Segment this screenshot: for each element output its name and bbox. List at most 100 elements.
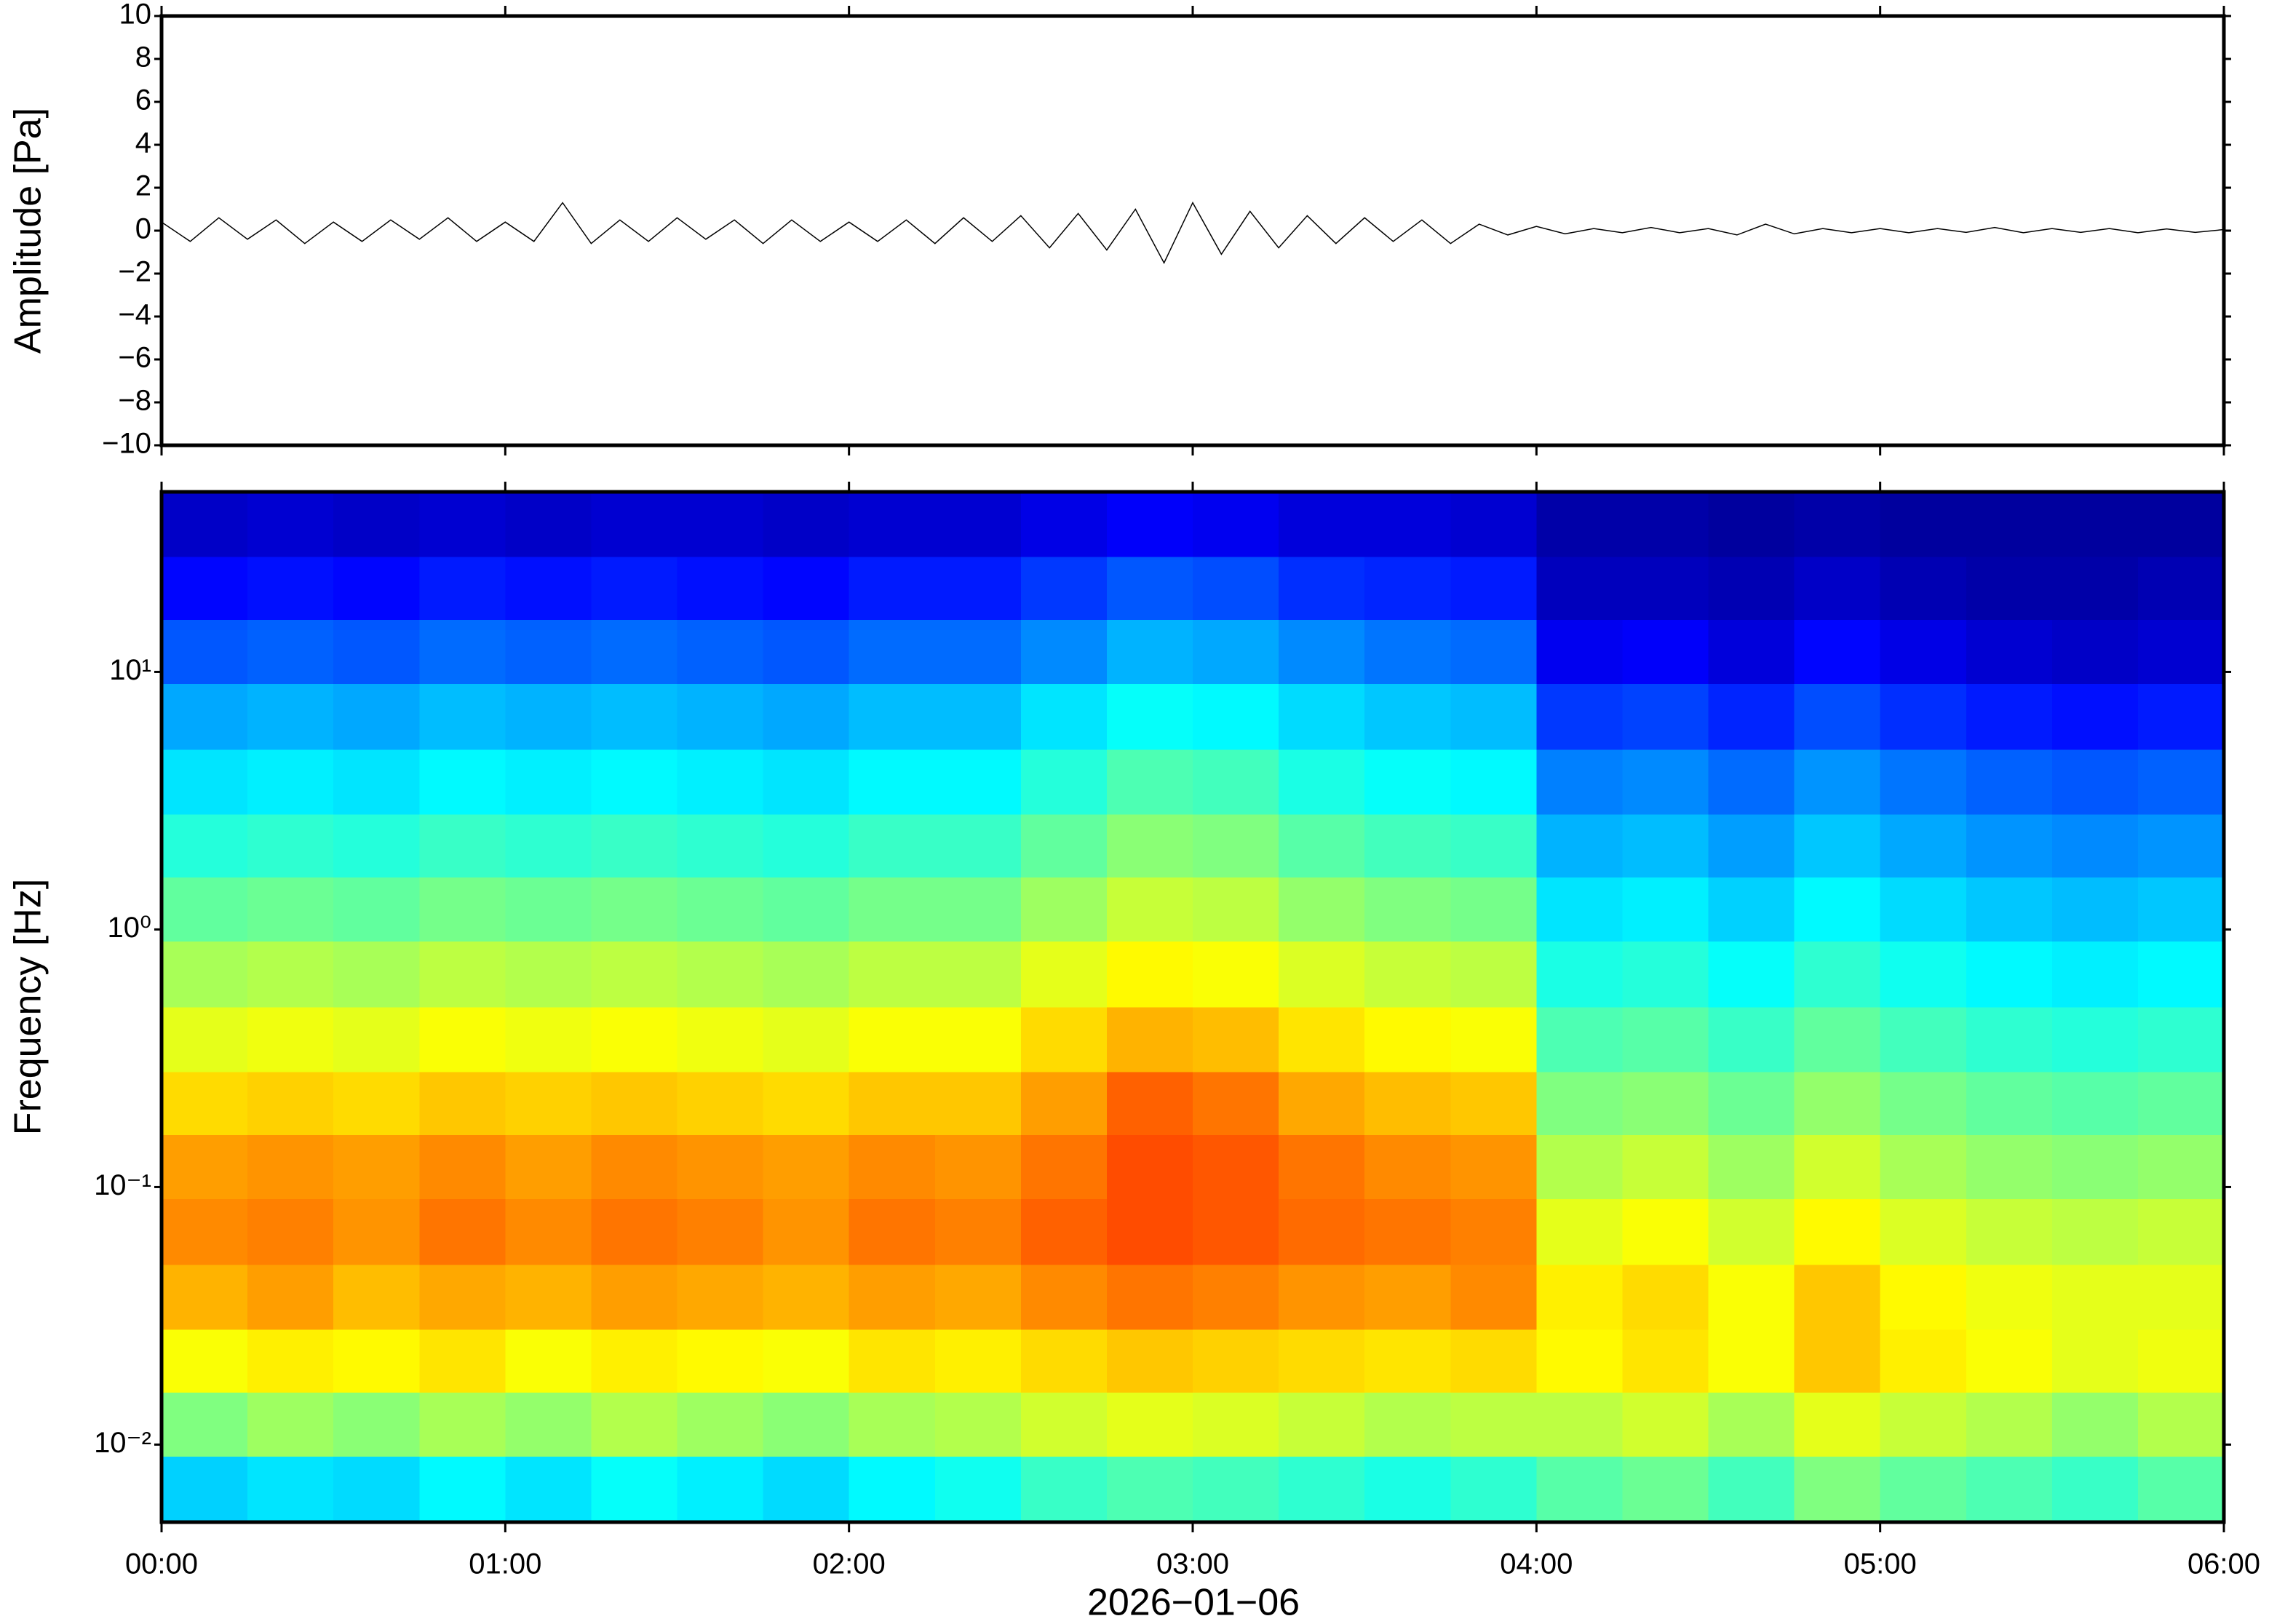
x-tick-label: 06:00 [2187,1548,2260,1580]
spectrogram-cell [1106,1392,1193,1457]
spectrogram-cell [1020,492,1108,557]
spectrogram-cell [1106,492,1193,557]
spectrogram-cell [1880,619,1967,685]
spectrogram-cell [1966,557,2053,620]
spectrogram-cell [1880,492,1967,557]
spectrogram-cell [1364,877,1451,942]
spectrogram-cell [505,557,592,620]
spectrogram-cell [1536,1329,1624,1393]
spectrogram-cell [1708,492,1795,557]
spectrogram-cell [1364,814,1451,877]
spectrogram-cell [1020,941,1108,1008]
spectrogram-cell [1279,492,1365,557]
spectrogram-cell [1450,814,1537,877]
spectrogram-cell [677,492,764,557]
spectrogram-cell [677,557,764,620]
spectrogram-cell [763,492,850,557]
spectrogram-cell [1106,749,1193,815]
spectrogram-cell [333,1392,420,1457]
spectrogram-cell [1020,1392,1108,1457]
spectrogram-cell [1794,1134,1881,1200]
spectrogram-cell [677,1198,764,1265]
spectrogram-cell [247,1392,334,1457]
spectrogram-cell [247,1329,334,1393]
spectrogram-cell [1106,1329,1193,1393]
spectrogram-cell [162,941,248,1008]
spectrogram-cell [677,619,764,685]
spectrogram-cell [162,683,248,750]
spectrogram-cell [1880,1456,1967,1523]
plot-frame [159,14,2226,447]
spectrogram-cell [1106,877,1193,942]
spectrogram-cell [1708,683,1795,750]
spectrogram-cell [1193,1072,1279,1135]
spectrogram-cell [1794,877,1881,942]
spectrogram-cell [934,1007,1022,1072]
spectrogram-cell [1880,749,1967,815]
spectrogram-cell [849,941,936,1008]
spectrogram-cell [162,1007,248,1072]
spectrogram-cell [1536,1265,1624,1330]
spectrogram-cell [1020,814,1108,877]
spectrogram-cell [849,1392,936,1457]
spectrogram-cell [1450,1456,1537,1523]
spectrogram-cell [162,1329,248,1393]
spectrogram-cell [333,492,420,557]
spectrogram-cell [591,1265,678,1330]
spectrogram-cell [591,1134,678,1200]
spectrogram-cell [934,1134,1022,1200]
spectrogram-cell [1450,1198,1537,1265]
spectrogram-cell [2137,749,2225,815]
spectrogram-cell [591,941,678,1008]
spectrogram-cell [505,492,592,557]
spectrogram-cell [934,1072,1022,1135]
spectrogram-cell [247,1134,334,1200]
spectrogram-cell [1966,1072,2053,1135]
spectrogram-cell [849,683,936,750]
spectrogram-cell [677,1456,764,1523]
spectrogram-cell [333,1329,420,1393]
spectrogram-cell [1279,1198,1365,1265]
spectrogram-cell [1106,1198,1193,1265]
y-tick-label: 2 [135,170,151,202]
y-tick-label: −6 [118,342,151,374]
spectrogram-cell [934,1198,1022,1265]
x-axis-title: 2026−01−06 [1087,1582,1300,1624]
spectrogram-cell [934,1329,1022,1393]
spectrogram-cell [1450,683,1537,750]
spectrogram-cell [333,1456,420,1523]
spectrogram-cell [1708,1265,1795,1330]
spectrogram-cell [333,619,420,685]
spectrogram-cell [247,941,334,1008]
spectrogram-cell [763,683,850,750]
spectrogram-cell [247,683,334,750]
spectrogram-cell [419,1007,506,1072]
spectrogram-cell [1794,557,1881,620]
spectrogram-cell [591,683,678,750]
spectrogram-cell [1020,619,1108,685]
spectrogram-cell [1450,557,1537,620]
spectrogram-cell [1966,1265,2053,1330]
spectrogram-cell [1708,877,1795,942]
spectrogram-cell [763,1198,850,1265]
spectrogram-cell [1880,1329,1967,1393]
spectrogram-cell [1193,557,1279,620]
spectrogram-cell [1966,941,2053,1008]
spectrogram-cell [1020,1265,1108,1330]
spectrogram-cell [1450,1329,1537,1393]
y-tick-label: −2 [118,256,151,288]
spectrogram-cell [1279,619,1365,685]
spectrogram-cell [591,619,678,685]
spectrogram-cell [934,683,1022,750]
spectrogram-cell [2051,941,2139,1008]
spectrogram-cell [1966,749,2053,815]
spectrogram-cell [1364,557,1451,620]
spectrogram-cell [1106,1456,1193,1523]
spectrogram-cell [2051,1456,2139,1523]
spectrogram-cell [505,1456,592,1523]
spectrogram-cell [505,683,592,750]
spectrogram-cell [849,1007,936,1072]
spectrogram-cell [1794,1392,1881,1457]
spectrogram-cell [1279,557,1365,620]
spectrogram-cell [1106,941,1193,1008]
